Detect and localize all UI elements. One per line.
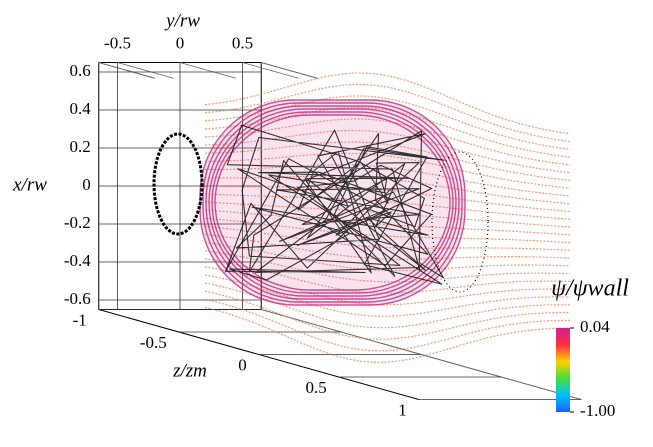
grid-line (242, 62, 299, 79)
field-line (205, 164, 571, 197)
field-line (204, 233, 571, 260)
grid-line (179, 62, 237, 79)
field-line (204, 141, 571, 181)
colorbar-tick-label: 0.04 (580, 317, 610, 336)
z-tick-label: 0.5 (306, 378, 327, 397)
x-tick-label: 0.4 (70, 99, 92, 118)
x-tick-label: 0.6 (70, 61, 91, 80)
field-line (204, 306, 571, 363)
y-tick-label: 0 (176, 33, 185, 52)
ring (431, 151, 489, 293)
field-line (204, 290, 570, 340)
y-tick-label: 0.5 (232, 33, 253, 52)
field-line (204, 129, 571, 174)
field-line (204, 72, 571, 135)
z-axis-label: z/zm (172, 360, 207, 381)
flux-surface (208, 108, 457, 297)
z-tick-label: -1 (73, 310, 87, 329)
x-tick-label: -0.2 (64, 213, 91, 232)
flux-surface (202, 102, 463, 303)
grid-line (117, 62, 174, 79)
y-tick-label: -0.5 (104, 33, 131, 52)
ring (152, 132, 204, 236)
colorbar-label: ψ/ψwall (551, 276, 629, 302)
flux-surface (214, 114, 451, 291)
flux-surface (205, 105, 460, 300)
field-line (204, 258, 571, 294)
field-line (204, 298, 571, 352)
x-tick-label: 0.2 (70, 137, 91, 156)
field-line (204, 266, 571, 306)
colorbar-tick-label: -1.00 (580, 401, 615, 420)
flux-surface (211, 111, 454, 294)
axis-line (98, 62, 155, 79)
field-line (205, 152, 571, 189)
x-tick-label: 0 (82, 175, 91, 194)
colorbar (556, 328, 570, 412)
field-line (204, 83, 571, 143)
axis-line (261, 62, 318, 79)
x-tick-label: -0.4 (64, 251, 91, 270)
z-tick-label: 0 (238, 355, 247, 374)
y-axis-label: y/rw (164, 10, 200, 31)
field-line (204, 282, 570, 329)
orbit (224, 124, 445, 285)
x-axis-label: x/rw (12, 174, 47, 195)
z-tick-label: 1 (398, 400, 407, 419)
field-line (204, 118, 571, 166)
field-line (204, 225, 571, 251)
x-tick-label: -0.6 (64, 289, 91, 308)
z-tick-label: -0.5 (140, 333, 167, 352)
field-line (204, 95, 571, 150)
